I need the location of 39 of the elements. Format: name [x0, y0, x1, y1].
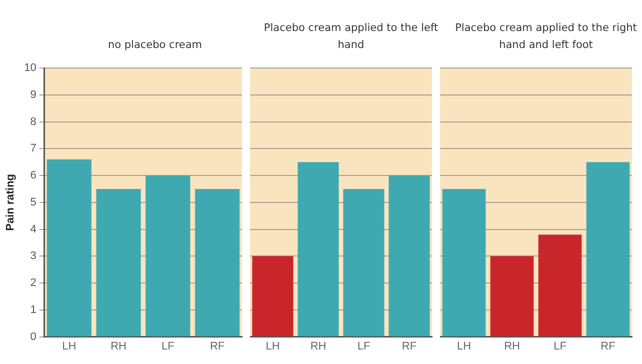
x-tick-label: RH: [310, 340, 326, 352]
x-tick-label: LH: [266, 340, 280, 352]
y-tick-label: 3: [30, 250, 36, 262]
x-tick-label: RF: [402, 340, 417, 352]
y-tick-label: 1: [30, 304, 36, 316]
chart-title: Placebo cream applied to the left hand: [262, 21, 440, 53]
bar: [442, 188, 486, 336]
x-tick-label: LF: [161, 340, 175, 352]
bar: [146, 176, 190, 336]
chart-title: no placebo cream: [106, 38, 204, 53]
y-tick-label: 9: [30, 88, 36, 101]
x-tick-label: RH: [110, 340, 127, 352]
x-tick-label: RH: [504, 340, 520, 352]
bar: [195, 188, 240, 336]
y-tick-label: 4: [30, 223, 36, 236]
x-tick-label: RF: [210, 340, 225, 352]
y-tick-label: 2: [30, 277, 36, 290]
y-tick-label: 7: [30, 142, 36, 155]
bar: [343, 188, 384, 336]
y-axis-title: Pain rating: [4, 174, 17, 231]
y-tick-label: 10: [24, 62, 36, 74]
bar: [298, 162, 339, 336]
x-tick-label: LH: [456, 340, 472, 352]
x-tick-label: RF: [600, 340, 616, 352]
y-tick-label: 0: [30, 330, 36, 343]
bar: [538, 234, 582, 336]
bar: [46, 159, 92, 336]
y-tick-label: 8: [30, 116, 36, 128]
y-tick-label: 5: [30, 196, 36, 208]
bar: [388, 176, 430, 336]
bar: [252, 256, 294, 336]
x-tick-label: LF: [554, 340, 567, 352]
x-tick-label: LH: [62, 340, 76, 352]
chart-title: Placebo cream applied to the right hand and left foot: [454, 21, 638, 53]
bar: [586, 162, 630, 336]
x-tick-label: LF: [357, 340, 370, 352]
y-tick-label: 6: [30, 170, 36, 182]
bar: [96, 188, 141, 336]
bar: [490, 256, 534, 336]
